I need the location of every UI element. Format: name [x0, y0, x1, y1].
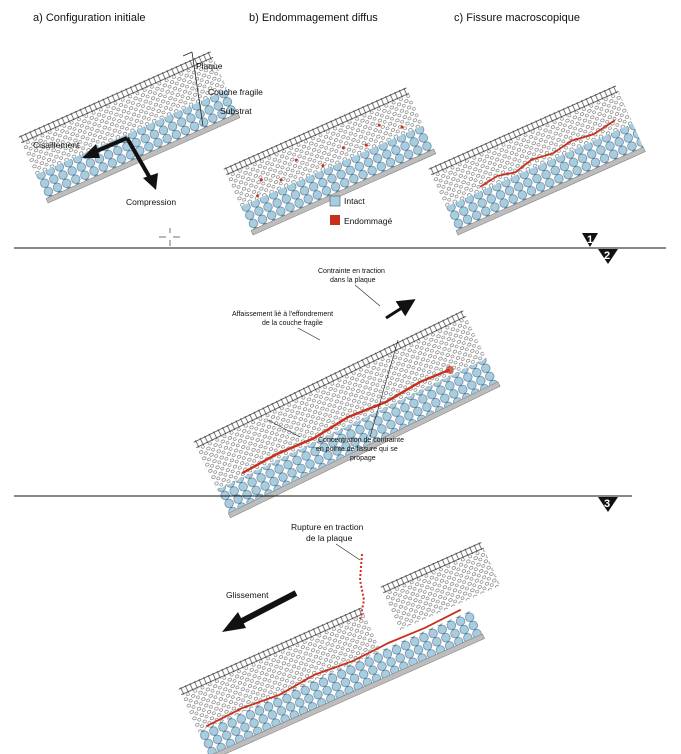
block-stage-2	[193, 309, 501, 519]
compression-arrow-head-icon	[143, 173, 158, 190]
label-plaque: Plaque	[196, 61, 223, 71]
crosshair-icon	[159, 228, 180, 246]
legend-damaged-label: Endommagé	[344, 216, 392, 226]
panel-b-title: b) Endommagement diffus	[249, 12, 378, 24]
label-rupture-1: Rupture en traction	[291, 522, 364, 532]
legend-damaged-swatch	[330, 215, 340, 225]
label-collapse-1: Affaissement lié à l'effondrement	[232, 311, 333, 318]
slide-arrow-head-icon	[222, 612, 246, 632]
label-glissement: Glissement	[226, 590, 269, 600]
legend-intact-swatch	[329, 195, 341, 207]
leader-conc-left	[267, 419, 301, 438]
rupture-crack	[358, 553, 366, 621]
stage-2-marker-icon	[598, 249, 618, 264]
label-collapse-2: de la couche fragile	[262, 320, 323, 327]
stage-3-number: 3	[604, 498, 610, 510]
block-stage-3-upper	[380, 541, 501, 631]
slide-arrow	[238, 590, 298, 625]
label-couche-fragile: Couche fragile	[208, 87, 263, 97]
block-stage-3-lower	[178, 606, 485, 754]
label-compression: Compression	[126, 197, 176, 207]
label-traction-1: Contrainte en traction	[318, 268, 385, 275]
traction-arrow	[385, 299, 416, 320]
label-conc-1: Concentration de contrainte	[318, 437, 404, 444]
label-traction-2: dans la plaque	[330, 277, 376, 284]
label-cisaillement: Cisaillement	[33, 140, 80, 150]
label-conc-3: propage	[350, 455, 376, 462]
block-b	[223, 86, 437, 236]
stage-2-number: 2	[604, 250, 610, 262]
stage-1-number: 1	[587, 234, 593, 246]
legend-intact-label: Intact	[344, 196, 365, 206]
block-a	[18, 50, 241, 204]
layer-bracket	[182, 51, 204, 127]
compression-arrow	[125, 137, 152, 179]
label-conc-2: en pointe de fissure qui se	[316, 446, 398, 453]
stage-3-marker-icon	[598, 497, 618, 512]
panel-a-title: a) Configuration initiale	[33, 12, 146, 24]
leader-rupture	[335, 543, 361, 561]
leader-conc-right	[369, 339, 399, 438]
panel-c-title: c) Fissure macroscopique	[454, 12, 580, 24]
block-c	[428, 84, 646, 236]
stage-1-marker-icon	[582, 233, 598, 247]
label-substrat: Substrat	[220, 106, 252, 116]
label-rupture-2: de la plaque	[306, 533, 353, 543]
leader-collapse	[297, 327, 321, 341]
leader-traction	[354, 284, 381, 307]
shear-arrow-head-icon	[82, 144, 100, 158]
